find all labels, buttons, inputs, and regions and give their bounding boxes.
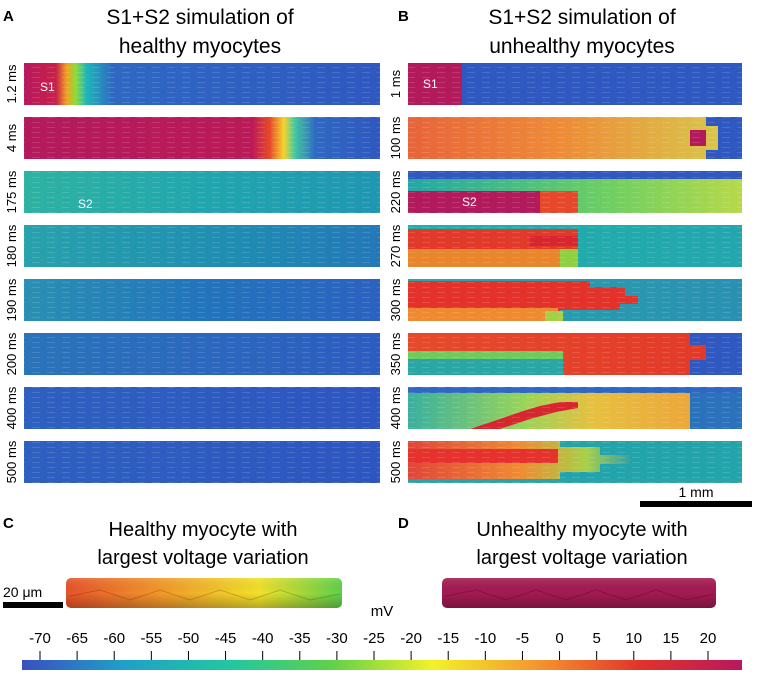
colorbar-tick-label: -15 [437,630,459,647]
healthy-s1-label: S1 [40,80,55,94]
colorbar-tick-label: -20 [400,630,422,647]
colorbar-tick-label: -10 [474,630,496,647]
unhealthy-time-label-8: 500 ms [388,440,403,483]
unhealthy-s2-label: S2 [462,195,477,209]
healthy-time-label-8: 500 ms [4,440,19,483]
scalebar-20um [3,602,63,608]
scalebar-20um-label: 20 μm [3,584,42,600]
colorbar-tick-label: -25 [363,630,385,647]
colorbar-tick-label: 20 [700,630,717,647]
panel-letter-d: D [398,515,409,532]
panel-b-title-line1: S1+S2 simulation of [488,6,676,29]
colorbar-tick-label: -45 [215,630,237,647]
scalebar-1mm [640,501,752,507]
unhealthy-time-label-7: 400 ms [388,386,403,429]
panel-b-title-line2: unhealthy myocytes [489,35,675,58]
unhealthy-time-label-5: 300 ms [388,278,403,321]
panel-letter-c: C [3,515,14,532]
healthy-time-label-2: 4 ms [4,123,19,152]
colorbar-tick-marks [39,651,709,660]
healthy-time-label-6: 200 ms [4,332,19,375]
colorbar-tick-label: 15 [663,630,680,647]
healthy-time-label-4: 180 ms [4,224,19,267]
unhealthy-time-label-3: 220 ms [388,170,403,213]
healthy-cell [66,578,342,608]
colorbar-tick-label: 10 [625,630,642,647]
colorbar-tick-label: -55 [140,630,162,647]
unhealthy-time-label-6: 350 ms [388,332,403,375]
colorbar [22,660,742,670]
unhealthy-time-label-4: 270 ms [388,224,403,267]
colorbar-tick-label: -40 [252,630,274,647]
panel-d-title-line2: largest voltage variation [476,547,687,569]
panel-letter-a: A [3,8,14,25]
healthy-time-label-1: 1.2 ms [4,64,19,104]
panel-a-title-line1: S1+S2 simulation of [106,6,294,29]
colorbar-unit-label: mV [371,603,394,620]
colorbar-tick-label: 5 [592,630,600,647]
colorbar-tick-label: -5 [516,630,529,647]
unhealthy-strips [408,63,742,483]
healthy-strips [24,63,380,483]
scalebar-1mm-label: 1 mm [679,484,714,500]
unhealthy-cell [442,578,716,608]
unhealthy-time-label-1: 1 ms [388,69,403,98]
colorbar-tick-label: -30 [326,630,348,647]
healthy-time-label-3: 175 ms [4,170,19,213]
healthy-time-label-7: 400 ms [4,386,19,429]
colorbar-tick-label: -35 [289,630,311,647]
panel-d-title-line1: Unhealthy myocyte with [476,519,687,541]
unhealthy-time-label-2: 100 ms [388,116,403,159]
colorbar-tick-label: 0 [555,630,563,647]
panel-letter-b: B [398,8,409,25]
unhealthy-s1-label: S1 [423,77,438,91]
colorbar-tick-labels: -70 -65 -60 -55 -50 -45 -40 -35 -30 -25 -20 -15 -10-… [29,630,716,647]
panel-c-title-line1: Healthy myocyte with [109,519,298,541]
colorbar-tick-label: -65 [66,630,88,647]
colorbar-tick-label: -50 [178,630,200,647]
panel-c-title-line2: largest voltage variation [97,547,308,569]
healthy-s2-label: S2 [78,197,93,211]
panel-a-title-line2: healthy myocytes [119,35,281,58]
colorbar-tick-label: -70 [29,630,51,647]
healthy-time-label-5: 190 ms [4,278,19,321]
colorbar-tick-label: -60 [103,630,125,647]
